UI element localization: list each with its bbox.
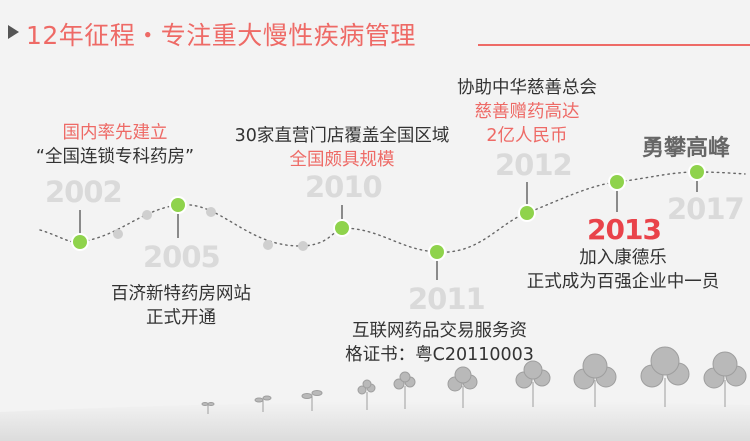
tree-icon: [573, 353, 617, 407]
tree-icon: [447, 366, 478, 408]
sprout-icon: [254, 395, 272, 412]
peak-label: 勇攀高峰: [642, 136, 731, 161]
year-label-2011: 2011: [408, 282, 486, 316]
tree-icon: [640, 346, 690, 407]
node-2002: [71, 233, 89, 251]
event-2011-line1: 互联网药品交易服务资: [352, 321, 527, 341]
node-2010: [333, 219, 351, 237]
tree-icon: [515, 360, 551, 407]
event-caption-2010: 30家直营门店覆盖全国区域 全国颇具规模: [207, 124, 477, 172]
event-2013-line2: 正式成为百强企业中一员: [526, 272, 720, 292]
year-label-2005: 2005: [143, 240, 221, 274]
year-label-2012: 2012: [495, 148, 573, 182]
node-2011: [428, 243, 446, 261]
minor-dot: [298, 241, 308, 251]
event-2012-line2: 慈善赠药高达: [474, 102, 580, 122]
event-2010-line2: 全国颇具规模: [289, 150, 395, 170]
section-title: 12年征程・专注重大慢性疾病管理: [26, 21, 416, 50]
sapling-icon: [357, 379, 376, 410]
minor-dot: [206, 207, 216, 217]
minor-dot: [263, 240, 273, 250]
year-label-2017: 2017: [667, 192, 745, 226]
node-2005: [169, 196, 187, 214]
year-label-2010: 2010: [305, 170, 383, 204]
event-2002-line1: 国内率先建立: [62, 123, 168, 143]
ground-band: [0, 401, 750, 441]
minor-dot: [113, 229, 123, 239]
event-2013-line1: 加入康德乐: [579, 248, 667, 268]
tree-icon: [703, 351, 747, 407]
year-label-2013: 2013: [587, 213, 662, 246]
event-caption-2013: 加入康德乐 正式成为百强企业中一员: [498, 246, 748, 294]
event-caption-2005: 百济新特药房网站 正式开通: [96, 282, 266, 330]
event-2012-line1: 协助中华慈善总会: [457, 78, 597, 98]
play-triangle-icon: [8, 25, 19, 39]
year-label-2002: 2002: [45, 175, 123, 209]
event-2010-line1: 30家直营门店覆盖全国区域: [234, 126, 450, 146]
section-header: 12年征程・专注重大慢性疾病管理: [0, 0, 750, 50]
event-caption-2002: 国内率先建立 “全国连锁专科药房”: [20, 121, 210, 169]
tree-row: [201, 346, 747, 414]
sapling-icon: [393, 371, 416, 409]
header-rule: [478, 44, 750, 46]
event-caption-2012: 协助中华慈善总会 慈善赠药高达 2亿人民币: [427, 76, 627, 148]
node-2013: [608, 173, 626, 191]
event-2011-line2: 格证书：粤C20110003: [345, 345, 534, 365]
event-caption-2011: 互联网药品交易服务资 格证书：粤C20110003: [322, 319, 557, 367]
node-2012: [518, 204, 536, 222]
node-2017: [688, 163, 706, 181]
sprout-icon: [201, 402, 215, 414]
event-2002-line2: “全国连锁专科药房”: [35, 147, 195, 167]
timeline-path: [39, 171, 746, 253]
minor-dot: [142, 210, 152, 220]
event-2005-line1: 百济新特药房网站: [111, 284, 251, 304]
sprout-icon: [301, 390, 323, 411]
event-2012-line3: 2亿人民币: [486, 126, 568, 146]
event-2005-line2: 正式开通: [146, 308, 216, 328]
